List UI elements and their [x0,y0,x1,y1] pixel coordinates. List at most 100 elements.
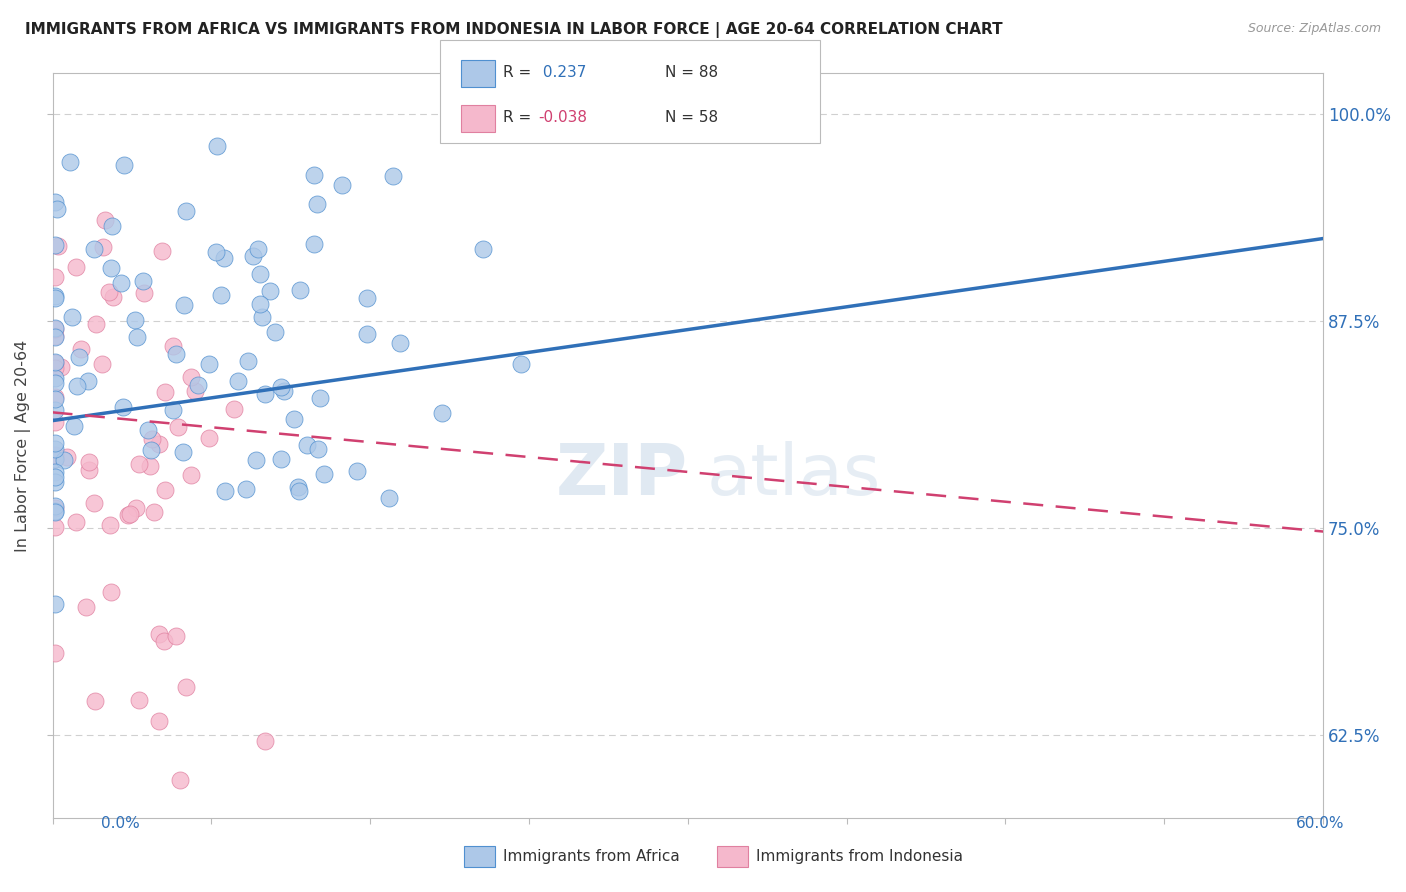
Point [44,475,66,490]
Text: R =: R = [503,65,537,80]
Point [381,169,404,183]
Point [165,629,187,643]
Point [44,195,66,210]
Point [44,500,66,515]
Text: Source: ZipAtlas.com: Source: ZipAtlas.com [1247,22,1381,36]
Point [124,501,146,516]
Point [173,298,195,312]
Point [148,437,170,451]
Point [197,357,219,371]
Point [174,203,197,218]
Point [249,267,271,281]
Point [305,197,328,211]
Point [63,418,86,433]
Point [69,351,91,365]
Point [44,371,66,385]
Point [70,342,93,356]
Point [153,633,176,648]
Point [44,390,66,404]
Point [98,285,121,299]
Point [187,377,209,392]
Point [51,359,73,374]
Point [75,599,97,614]
Point [44,321,66,335]
Point [378,491,401,506]
Point [165,347,187,361]
Point [247,242,270,256]
Point [180,370,202,384]
Point [66,379,89,393]
Point [209,287,232,301]
Point [330,178,353,193]
Point [235,482,257,496]
Point [44,238,66,252]
Point [184,384,207,399]
Point [83,496,105,510]
Point [205,245,228,260]
Point [44,505,66,519]
Point [242,249,264,263]
Point [153,384,176,399]
Text: 0.237: 0.237 [538,65,586,80]
Point [270,379,292,393]
Point [249,297,271,311]
Point [139,458,162,473]
Point [148,627,170,641]
Point [302,168,325,182]
Point [150,244,173,258]
Point [432,406,454,420]
Point [112,401,135,415]
Point [44,435,66,450]
Text: Immigrants from Indonesia: Immigrants from Indonesia [756,849,963,863]
Point [287,479,309,493]
Point [143,504,166,518]
Point [44,330,66,344]
Text: atlas: atlas [707,441,882,509]
Point [136,423,159,437]
Text: 0.0%: 0.0% [101,816,141,830]
Point [307,442,329,456]
Point [44,321,66,335]
Point [124,313,146,327]
Text: -0.038: -0.038 [538,110,588,125]
Point [103,290,125,304]
Point [212,251,235,265]
Point [472,242,495,256]
Point [44,520,66,534]
Y-axis label: In Labor Force | Age 20-64: In Labor Force | Age 20-64 [15,339,31,551]
Point [101,219,124,233]
Point [283,412,305,426]
Point [56,450,79,464]
Point [510,357,533,371]
Point [264,325,287,339]
Point [288,483,311,498]
Point [60,310,83,324]
Point [254,734,277,748]
Point [77,374,100,388]
Point [91,240,114,254]
Point [59,155,82,169]
Point [44,452,66,467]
Point [44,376,66,391]
Point [65,260,87,274]
Point [172,445,194,459]
Point [245,453,267,467]
Point [44,291,66,305]
Point [197,431,219,445]
Point [356,326,378,341]
Point [44,361,66,376]
Point [308,391,330,405]
Point [222,401,245,416]
Point [141,433,163,447]
Point [132,286,155,301]
Point [94,212,117,227]
Point [44,329,66,343]
Point [346,464,368,478]
Point [44,451,66,466]
Point [46,239,69,253]
Point [169,772,191,787]
Point [253,386,276,401]
Point [148,714,170,729]
Point [127,330,149,344]
Point [205,139,228,153]
